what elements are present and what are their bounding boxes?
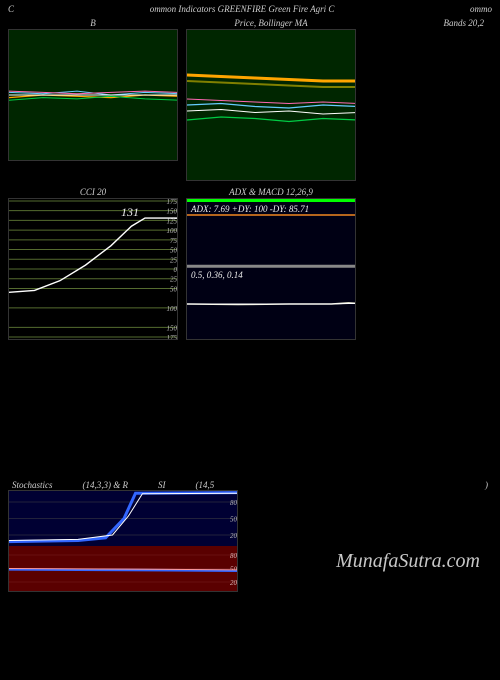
svg-text:25: 25 [170, 276, 178, 284]
svg-text:80: 80 [230, 552, 238, 560]
panel-price-ma: Price, Bollinger MA [186, 16, 356, 181]
svg-text:100: 100 [167, 305, 178, 313]
svg-text:175: 175 [167, 199, 178, 206]
page-header: C ommon Indicators GREENFIRE Green Fire … [0, 0, 500, 16]
svg-text:20: 20 [230, 579, 238, 587]
svg-text:ADX: 7.69 +DY: 100 -DY: 85.71: ADX: 7.69 +DY: 100 -DY: 85.71 [190, 204, 309, 214]
title-bbands-small: B [8, 16, 178, 29]
header-center: ommon Indicators GREENFIRE Green Fire Ag… [150, 4, 335, 14]
chart-price-ma [186, 29, 356, 181]
svg-text:150: 150 [167, 324, 178, 332]
stoch-title-row: Stochastics (14,3,3) & R SI (14,5 ) [0, 480, 500, 490]
title-adx-macd: ADX & MACD 12,26,9 [186, 185, 356, 198]
svg-text:50: 50 [170, 247, 178, 255]
svg-text:50: 50 [170, 285, 178, 293]
title-cci: CCI 20 [8, 185, 178, 198]
row-1: B Price, Bollinger MA Bands 20,2 [0, 16, 500, 181]
panel-bbands-small: B [8, 16, 178, 181]
svg-text:25: 25 [170, 256, 178, 264]
chart-cci: 17515012510075502502550100150175131 [8, 198, 178, 340]
svg-text:150: 150 [167, 208, 178, 216]
chart-bbands-small [8, 29, 178, 161]
svg-text:75: 75 [170, 237, 178, 245]
spacer [0, 340, 500, 480]
panel-cci: CCI 20 175150125100755025025501001501751… [8, 185, 178, 340]
row-3: 805020805020 [0, 490, 500, 592]
svg-text:80: 80 [230, 499, 238, 507]
svg-text:100: 100 [167, 227, 178, 235]
svg-text:131: 131 [121, 205, 139, 219]
svg-text:0.5, 0.36, 0.14: 0.5, 0.36, 0.14 [191, 270, 243, 280]
chart-stoch: 805020805020 [8, 490, 238, 592]
header-right: ommo [470, 4, 492, 14]
stoch-title-r1: SI [158, 480, 166, 490]
title-bbands-202: Bands 20,2 [364, 16, 484, 29]
svg-text:20: 20 [230, 532, 238, 540]
svg-text:0: 0 [174, 266, 178, 274]
svg-text:175: 175 [167, 334, 178, 339]
panel-adx-macd: ADX & MACD 12,26,9 ADX: 7.69 +DY: 100 -D… [186, 185, 356, 340]
panel-bbands-title: Bands 20,2 [364, 16, 484, 181]
stoch-title-r3: ) [485, 480, 488, 490]
chart-adx-macd: ADX: 7.69 +DY: 100 -DY: 85.71 0.5, 0.36, … [186, 198, 356, 340]
stoch-title-r2: (14,5 [196, 480, 215, 490]
watermark: MunafaSutra.com [336, 550, 480, 573]
stoch-title-mid: (14,3,3) & R [83, 480, 129, 490]
header-left: C [8, 4, 14, 14]
row-2: CCI 20 175150125100755025025501001501751… [0, 185, 500, 340]
stoch-title-left: Stochastics [12, 480, 53, 490]
svg-text:50: 50 [230, 516, 238, 524]
title-price-ma: Price, Bollinger MA [186, 16, 356, 29]
